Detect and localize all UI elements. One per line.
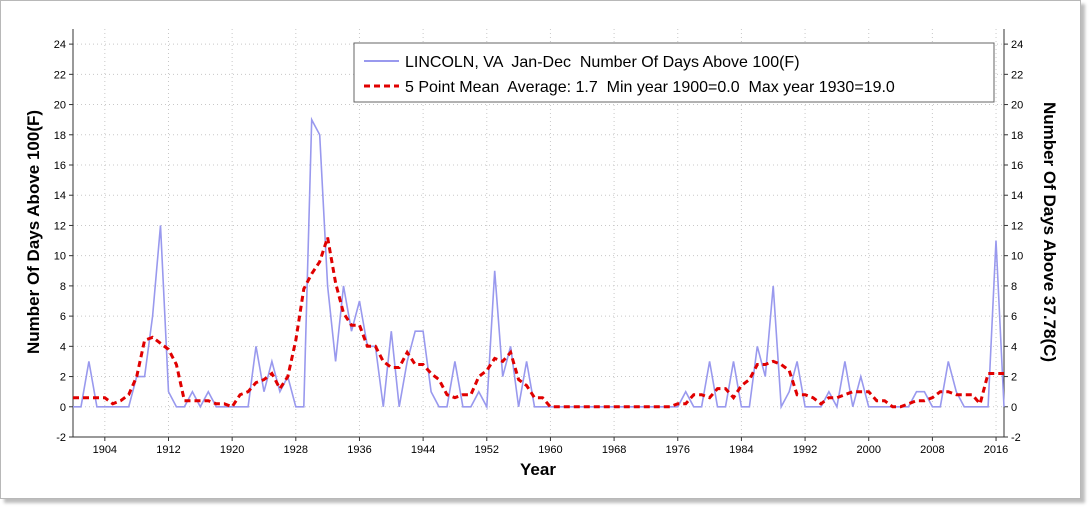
- series-layer: [72, 116, 1005, 410]
- x-tick-label: 1960: [538, 444, 562, 456]
- x-tick-label: 1920: [220, 444, 244, 456]
- y-tick-label-left: -2: [56, 432, 66, 444]
- x-tick-label: 1904: [93, 444, 117, 456]
- x-tick-label: 1944: [411, 444, 435, 456]
- x-tick-label: 1968: [602, 444, 626, 456]
- y-tick-label-left: 6: [60, 311, 66, 323]
- y-tick-label-right: 24: [1011, 39, 1023, 51]
- y-tick-label-left: 10: [54, 251, 66, 263]
- series-line-5-point-mean: [73, 237, 1004, 409]
- y-tick-label-right: 20: [1011, 100, 1023, 112]
- y-tick-label-right: 6: [1011, 311, 1017, 323]
- y-tick-label-right: -2: [1011, 432, 1021, 444]
- y-tick-label-right: 18: [1011, 130, 1023, 142]
- y-tick-label-right: 10: [1011, 251, 1023, 263]
- legend-box: [353, 42, 995, 103]
- y-tick-label-right: 16: [1011, 160, 1023, 172]
- legend-label-series1: LINCOLN, VA Jan-Dec Number Of Days Above…: [405, 54, 800, 71]
- x-tick-label: 1976: [666, 444, 690, 456]
- y-tick-label-right: 4: [1011, 341, 1017, 353]
- legend-label-series2: 5 Point Mean Average: 1.7 Min year 1900=…: [405, 79, 895, 96]
- x-tick-label: 1928: [284, 444, 308, 456]
- y-tick-label-left: 0: [60, 402, 66, 414]
- chart-frame: -2 -2 0 0 2 2 4 4 6 6 8 8 10 10 12 12 14 14 16 16 18 18 20 20 22…: [0, 0, 1081, 499]
- y-tick-label-left: 12: [54, 220, 66, 232]
- y-tick-label-left: 16: [54, 160, 66, 172]
- x-tick-label: 1936: [347, 444, 371, 456]
- x-tick-label: 1912: [156, 444, 180, 456]
- x-tick-label: 2016: [984, 444, 1008, 456]
- y-tick-label-right: 0: [1011, 402, 1017, 414]
- y-tick-label-right: 22: [1011, 69, 1023, 81]
- y-tick-label-left: 24: [54, 39, 66, 51]
- y-tick-label-right: 2: [1011, 372, 1017, 384]
- x-axis-label: Year: [520, 460, 556, 479]
- y-tick-label-right: 8: [1011, 281, 1017, 293]
- x-tick-label: 2000: [856, 444, 880, 456]
- y-tick-label-left: 14: [54, 190, 66, 202]
- y-tick-label-right: 12: [1011, 220, 1023, 232]
- legend: LINCOLN, VA Jan-Dec Number Of Days Above…: [353, 42, 995, 103]
- x-tick-label: 1952: [475, 444, 499, 456]
- y-tick-label-left: 18: [54, 130, 66, 142]
- y-tick-label-left: 4: [60, 341, 66, 353]
- y-tick-label-left: 20: [54, 100, 66, 112]
- y-axis-label-right: Number Of Days Above 37.78(C): [1040, 102, 1059, 362]
- y-tick-label-right: 14: [1011, 190, 1023, 202]
- y-tick-label-left: 22: [54, 69, 66, 81]
- y-axis-label-left: Number Of Days Above 100(F): [24, 110, 43, 354]
- y-tick-label-left: 8: [60, 281, 66, 293]
- x-tick-label: 2008: [920, 444, 944, 456]
- y-tick-label-left: 2: [60, 372, 66, 384]
- x-tick-label: 1992: [793, 444, 817, 456]
- x-tick-label: 1984: [729, 444, 753, 456]
